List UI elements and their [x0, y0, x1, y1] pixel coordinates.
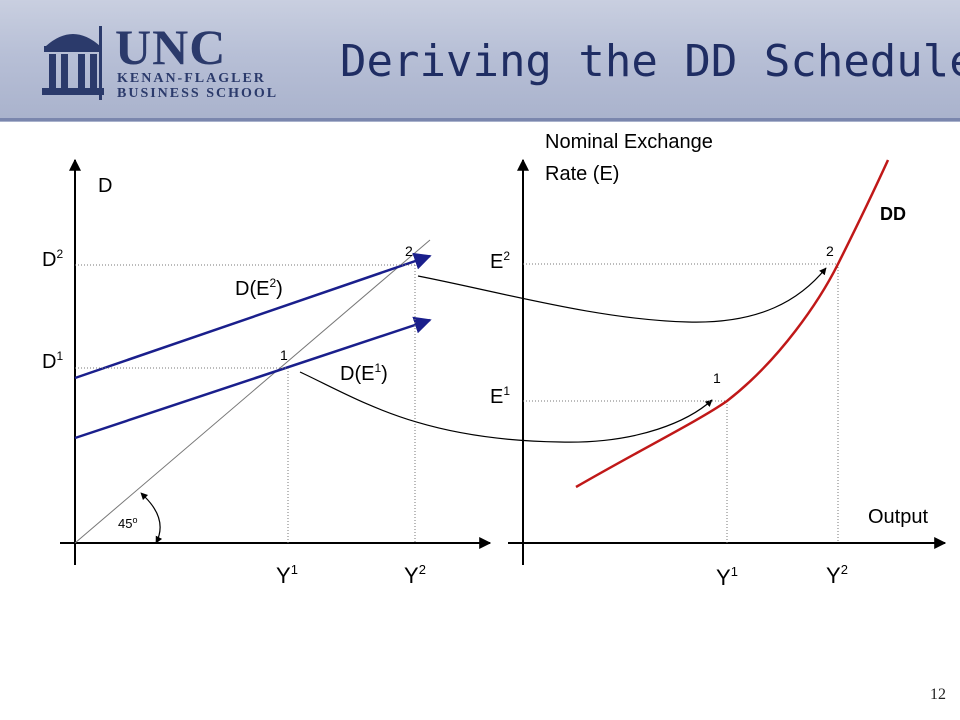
transfer-arrow-point-1 — [299, 371, 713, 443]
left-y-axis-label: D — [98, 175, 112, 197]
angle-label: 45o — [118, 515, 137, 531]
header-rule — [0, 118, 960, 121]
right-y-axis-label-line1: Nominal Exchange — [545, 131, 713, 153]
point-label-2-left: 2 — [405, 243, 413, 259]
y2-tick-label-right: Y2 — [826, 562, 848, 588]
header-divider — [99, 26, 102, 100]
e2-label: E2 — [490, 249, 510, 273]
right-y-axis-label-line2: Rate (E) — [545, 163, 619, 185]
curve-label-de2: D(E2) — [235, 276, 283, 300]
angle-arc-45 — [140, 492, 163, 544]
dd-curve-label: DD — [880, 204, 906, 224]
d2-label: D2 — [42, 247, 63, 271]
demand-line-e1 — [74, 316, 432, 440]
y1-tick-label-left: Y1 — [276, 562, 298, 588]
point-label-2-right: 2 — [826, 243, 834, 259]
point-label-1-right: 1 — [713, 370, 721, 386]
left-panel: D D2 D1 Y1 Y2 D(E2) D(E1) 1 2 45o — [42, 158, 492, 588]
y2-tick-label-left: Y2 — [404, 562, 426, 588]
transfer-arrow-point-2 — [417, 267, 827, 323]
right-panel: Nominal Exchange Rate (E) DD E2 E1 Y1 Y2… — [490, 131, 947, 590]
forty-five-degree-line — [74, 239, 431, 544]
logo-school-line-2: BUSINESS SCHOOL — [117, 86, 279, 101]
point-label-1-left: 1 — [280, 347, 288, 363]
slide-title: Deriving the DD Schedule — [340, 36, 960, 87]
dd-curve — [575, 159, 890, 489]
d1-label: D1 — [42, 349, 63, 373]
campus-photo-background — [0, 0, 960, 122]
demand-line-e2 — [74, 252, 432, 380]
logo-wordmark: UNC — [115, 19, 227, 75]
e1-label: E1 — [490, 384, 510, 408]
logo-school-line-1: KENAN-FLAGLER — [117, 71, 266, 86]
slide-header: UNC KENAN-FLAGLER BUSINESS SCHOOL Derivi… — [0, 0, 960, 122]
right-x-axis-label: Output — [868, 506, 928, 528]
curve-label-de1: D(E1) — [340, 361, 388, 385]
old-well-logo-icon — [42, 34, 104, 95]
y1-tick-label-right: Y1 — [716, 564, 738, 590]
slide-number: 12 — [930, 686, 946, 703]
